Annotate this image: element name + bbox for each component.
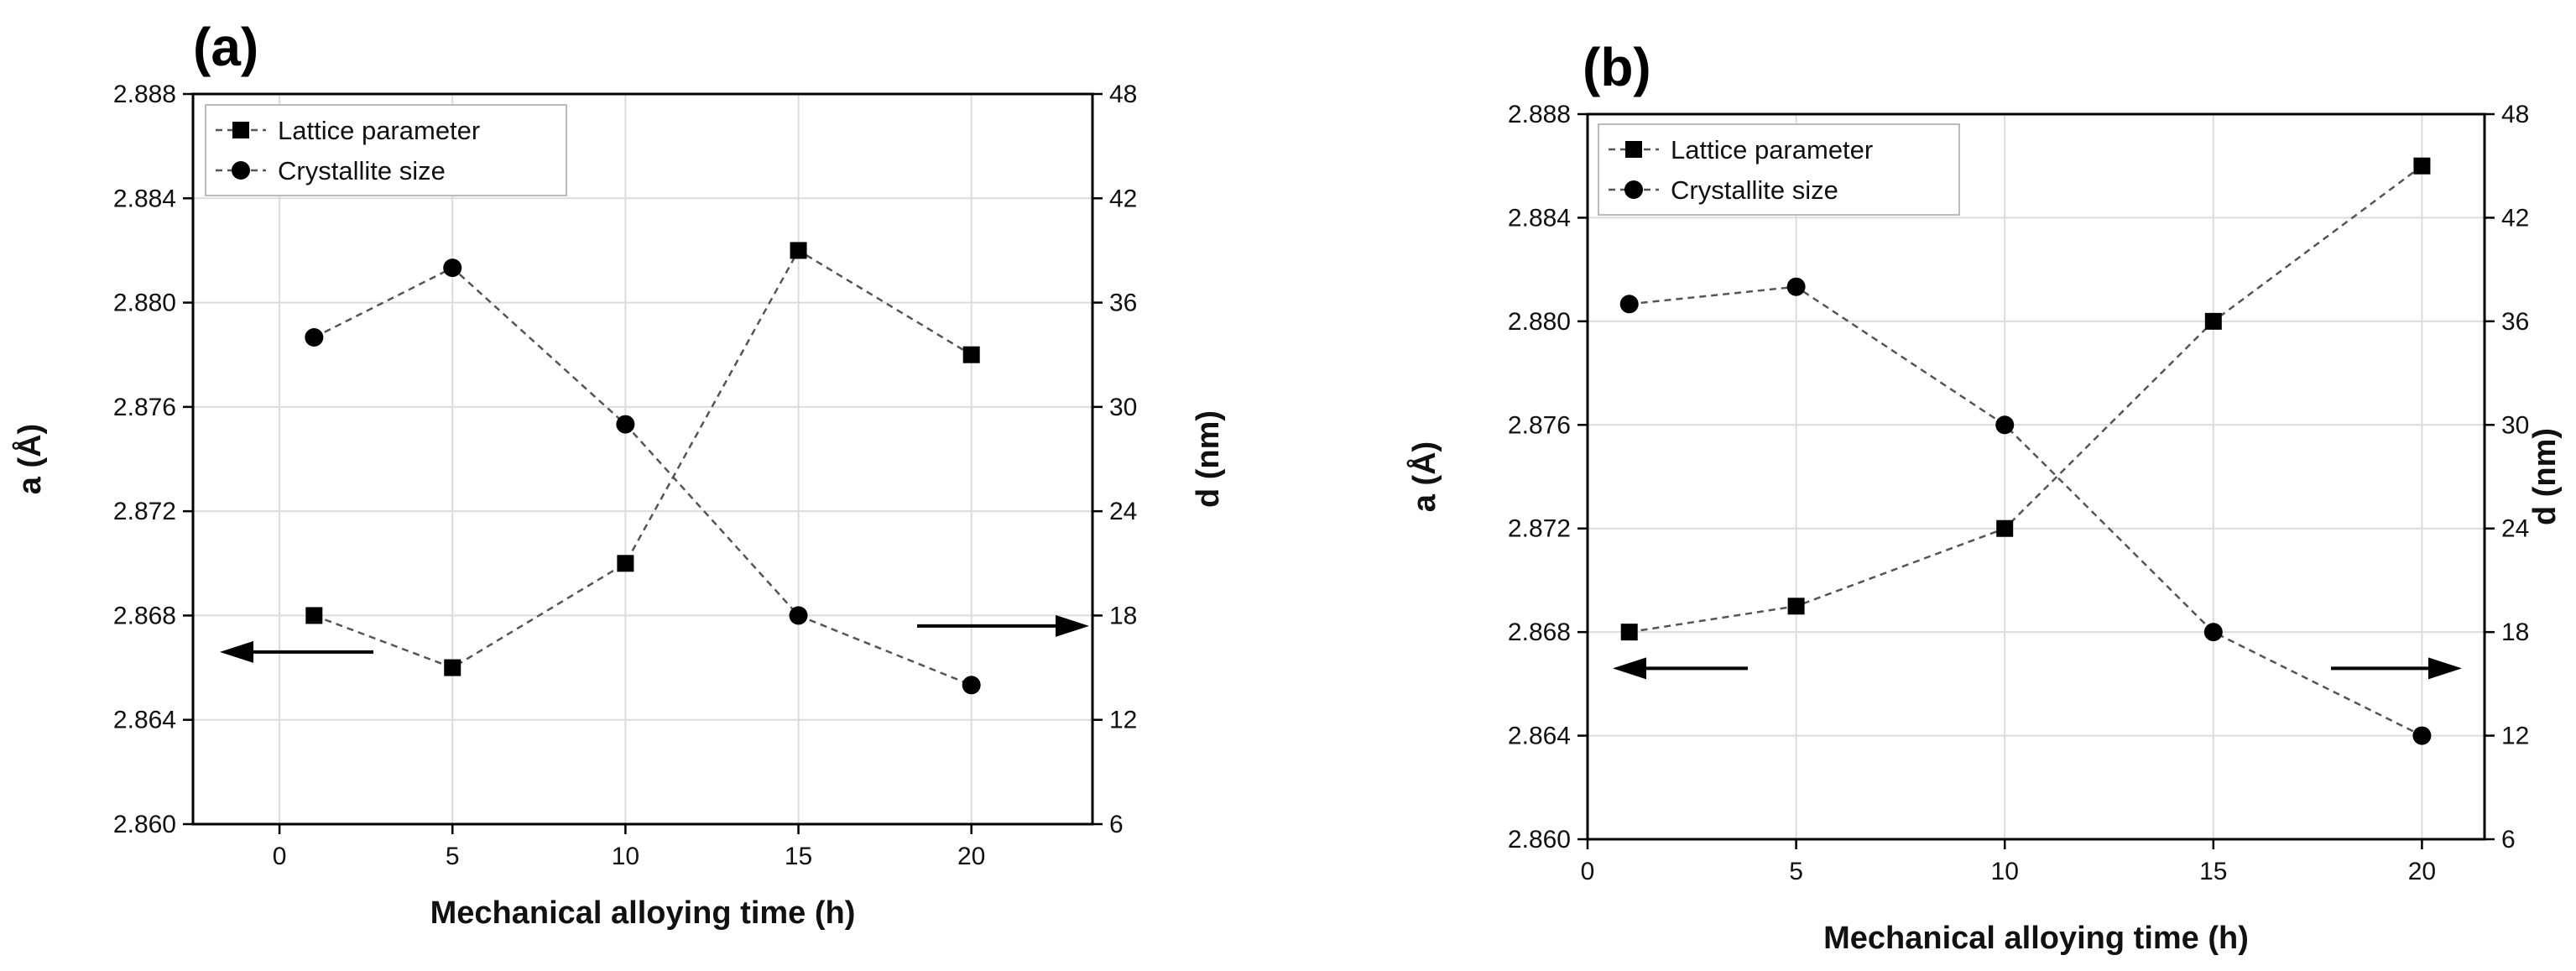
series-line-crystallite-size: [1629, 285, 2422, 737]
data-point-circle: [1786, 277, 1806, 296]
x-tick-label: 5: [446, 843, 460, 870]
x-tick-label: 0: [273, 843, 287, 870]
y-left-tick-label: 2.888: [113, 81, 176, 108]
y-right-tick-label: 36: [1109, 290, 1137, 317]
data-point-square: [790, 242, 807, 259]
x-tick-label: 10: [612, 843, 639, 870]
y-right-axis-title: d (nm): [2527, 428, 2563, 525]
data-point-square: [617, 555, 634, 572]
y-left-tick-label: 2.884: [1508, 204, 1571, 232]
y-right-tick-label: 42: [1109, 185, 1137, 212]
arrow-right-axis: [917, 614, 1089, 637]
legend-box: [205, 104, 567, 196]
y-left-tick-label: 2.880: [113, 290, 176, 317]
y-left-tick-label: 2.872: [113, 498, 176, 525]
panel-label: (a): [193, 17, 258, 77]
series-line-crystallite-size: [313, 266, 973, 686]
data-point-square: [2413, 157, 2431, 175]
arrow-right-axis-head: [1056, 614, 1089, 637]
y-left-tick-label: 2.868: [113, 602, 176, 629]
y-right-tick-label: 30: [1109, 394, 1137, 421]
y-left-tick-label: 2.880: [1508, 308, 1571, 336]
chart-panel-a: 0 5 10 15 20 2.860 2.864 2.868 2.872 2.876 2.880 2.…: [11, 17, 1226, 931]
x-tick-label: 10: [1991, 858, 2019, 885]
y-right-tick-label: 48: [1109, 81, 1137, 108]
data-point-circle: [616, 415, 635, 434]
data-point-square: [1787, 598, 1805, 615]
panel-label: (b): [1583, 37, 1651, 97]
data-point-circle: [789, 606, 808, 625]
data-point-circle: [2203, 623, 2223, 642]
y-left-tick-label: 2.876: [1508, 411, 1571, 439]
legend-label: Lattice parameter: [278, 116, 480, 145]
arrow-left-axis-head: [1613, 657, 1646, 680]
data-point-square: [305, 607, 323, 624]
y-left-tick-label: 2.860: [1508, 826, 1571, 854]
y-left-tick-label: 2.872: [1508, 515, 1571, 543]
x-tick-label: 20: [957, 843, 985, 870]
y-left-tick-label: 2.868: [1508, 619, 1571, 646]
data-point-square: [1996, 519, 2014, 537]
data-point-circle: [1619, 295, 1639, 314]
y-left-tick-label: 2.860: [113, 811, 176, 838]
y-left-tick-label: 2.876: [113, 394, 176, 421]
y-left-tick-label: 2.864: [113, 707, 176, 734]
legend-marker-square: [1625, 141, 1642, 158]
arrow-right-axis-head: [2428, 657, 2462, 680]
chart-panel-b: 0 5 10 15 20 2.860 2.864 2.868 2.872 2.876 2.880 2.…: [1405, 37, 2563, 956]
series-line-lattice-parameter: [313, 248, 973, 669]
x-axis-title: Mechanical alloying time (h): [430, 895, 856, 931]
y-right-tick-label: 24: [1109, 498, 1137, 525]
y-left-tick-label: 2.888: [1508, 101, 1571, 128]
y-right-tick-label: 24: [2501, 515, 2529, 543]
y-right-tick-label: 6: [2501, 826, 2516, 854]
data-point-square: [444, 659, 461, 676]
y-right-tick-label: 12: [2501, 723, 2529, 750]
plot-frame: [1586, 112, 2486, 841]
arrow-left-axis: [1613, 657, 1748, 680]
y-right-tick-label: 30: [2501, 411, 2529, 439]
y-right-tick-label: 6: [1109, 811, 1124, 838]
data-point-circle: [443, 258, 462, 278]
x-tick-label: 15: [785, 843, 812, 870]
y-left-axis-title: a (Å): [1405, 441, 1442, 512]
legend-label: Crystallite size: [278, 156, 446, 185]
legend-label: Lattice parameter: [1671, 135, 1873, 164]
legend-label: Crystallite size: [1671, 175, 1838, 205]
legend-marker-circle: [1624, 180, 1643, 199]
legend-marker-circle: [232, 161, 250, 180]
data-point-circle: [962, 676, 981, 695]
y-right-axis-title: d (nm): [1191, 410, 1226, 508]
data-point-circle: [2412, 726, 2432, 745]
y-right-tick-label: 18: [2501, 619, 2529, 646]
y-left-tick-label: 2.884: [113, 185, 176, 212]
x-tick-label: 0: [1581, 858, 1595, 885]
y-right-tick-label: 18: [1109, 602, 1137, 629]
y-right-tick-label: 36: [2501, 308, 2529, 336]
legend-box: [1598, 123, 1960, 216]
arrow-right-axis: [2331, 657, 2462, 680]
x-axis-title: Mechanical alloying time (h): [1823, 921, 2249, 956]
arrow-left-axis: [220, 640, 373, 663]
y-left-axis-title: a (Å): [11, 424, 48, 494]
data-point-circle: [1995, 415, 2015, 435]
data-point-square: [1620, 624, 1638, 641]
plot-frame: [191, 92, 1094, 826]
y-right-tick-label: 48: [2501, 101, 2529, 128]
y-left-tick-label: 2.864: [1508, 723, 1571, 750]
data-point-circle: [305, 328, 324, 347]
y-right-tick-label: 42: [2501, 204, 2529, 232]
x-tick-label: 20: [2408, 858, 2436, 885]
arrow-left-axis-head: [220, 640, 253, 663]
data-point-square: [962, 346, 980, 363]
y-right-tick-label: 12: [1109, 707, 1137, 734]
x-tick-label: 15: [2199, 858, 2227, 885]
x-tick-label: 5: [1789, 858, 1803, 885]
series-line-lattice-parameter: [1629, 164, 2423, 634]
data-point-square: [2204, 312, 2222, 330]
legend-marker-square: [232, 122, 249, 138]
